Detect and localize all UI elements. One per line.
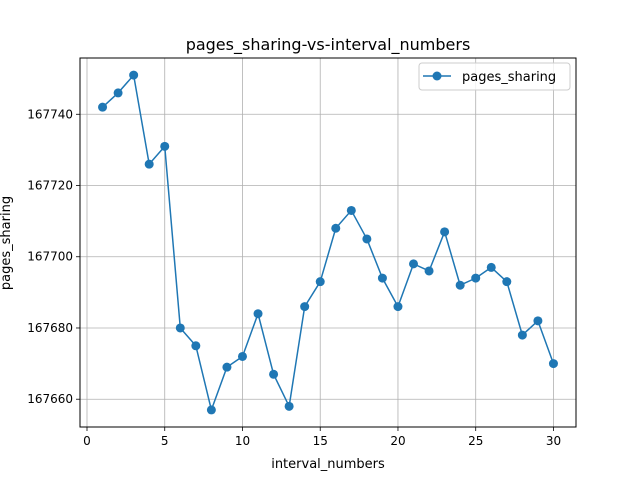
y-tick-label: 167660	[27, 392, 73, 406]
series-pages-sharing	[98, 70, 558, 415]
data-point	[206, 405, 216, 415]
data-point	[362, 234, 372, 244]
legend-label: pages_sharing	[462, 70, 556, 85]
data-point	[455, 280, 465, 290]
data-point	[346, 205, 356, 215]
y-tick-label: 167720	[27, 179, 73, 193]
legend: pages_sharing	[418, 62, 571, 91]
y-tick-label: 167680	[27, 321, 73, 335]
data-point	[269, 369, 279, 379]
data-point	[300, 302, 310, 312]
x-tick-label: 5	[161, 434, 169, 448]
plot-frame	[79, 57, 577, 428]
data-point	[393, 302, 403, 312]
data-point	[129, 70, 139, 80]
data-point	[533, 316, 543, 326]
x-tick-label: 30	[546, 434, 561, 448]
x-tick-label: 25	[468, 434, 483, 448]
data-point	[160, 141, 170, 151]
y-axis: 167660 167680 167700 167720 167740	[27, 107, 80, 406]
data-point	[222, 362, 232, 372]
data-point	[471, 273, 481, 283]
data-point	[517, 330, 527, 340]
chart-title: pages_sharing-vs-interval_numbers	[186, 35, 471, 55]
data-point	[502, 277, 512, 287]
legend-box	[418, 62, 571, 91]
y-tick-label: 167740	[27, 107, 73, 121]
y-tick-label: 167700	[27, 250, 73, 264]
data-point	[175, 323, 185, 333]
data-point	[409, 259, 419, 269]
data-point	[284, 401, 294, 411]
x-tick-label: 15	[313, 434, 328, 448]
legend-marker	[432, 71, 442, 81]
x-axis: 0 5 10 15 20 25 30	[83, 427, 561, 448]
x-tick-label: 0	[83, 434, 91, 448]
data-point	[113, 88, 123, 98]
data-point	[424, 266, 434, 276]
data-point	[191, 341, 201, 351]
data-point	[548, 359, 558, 369]
data-point	[253, 309, 263, 319]
data-point	[440, 227, 450, 237]
data-point	[144, 159, 154, 169]
data-point	[377, 273, 387, 283]
x-tick-label: 10	[235, 434, 250, 448]
x-tick-label: 20	[390, 434, 405, 448]
data-point	[315, 277, 325, 287]
data-point	[331, 223, 341, 233]
data-point	[486, 262, 496, 272]
data-point	[237, 351, 247, 361]
x-axis-label: interval_numbers	[271, 457, 385, 472]
y-axis-label: pages_sharing	[0, 196, 14, 290]
data-point	[98, 102, 108, 112]
